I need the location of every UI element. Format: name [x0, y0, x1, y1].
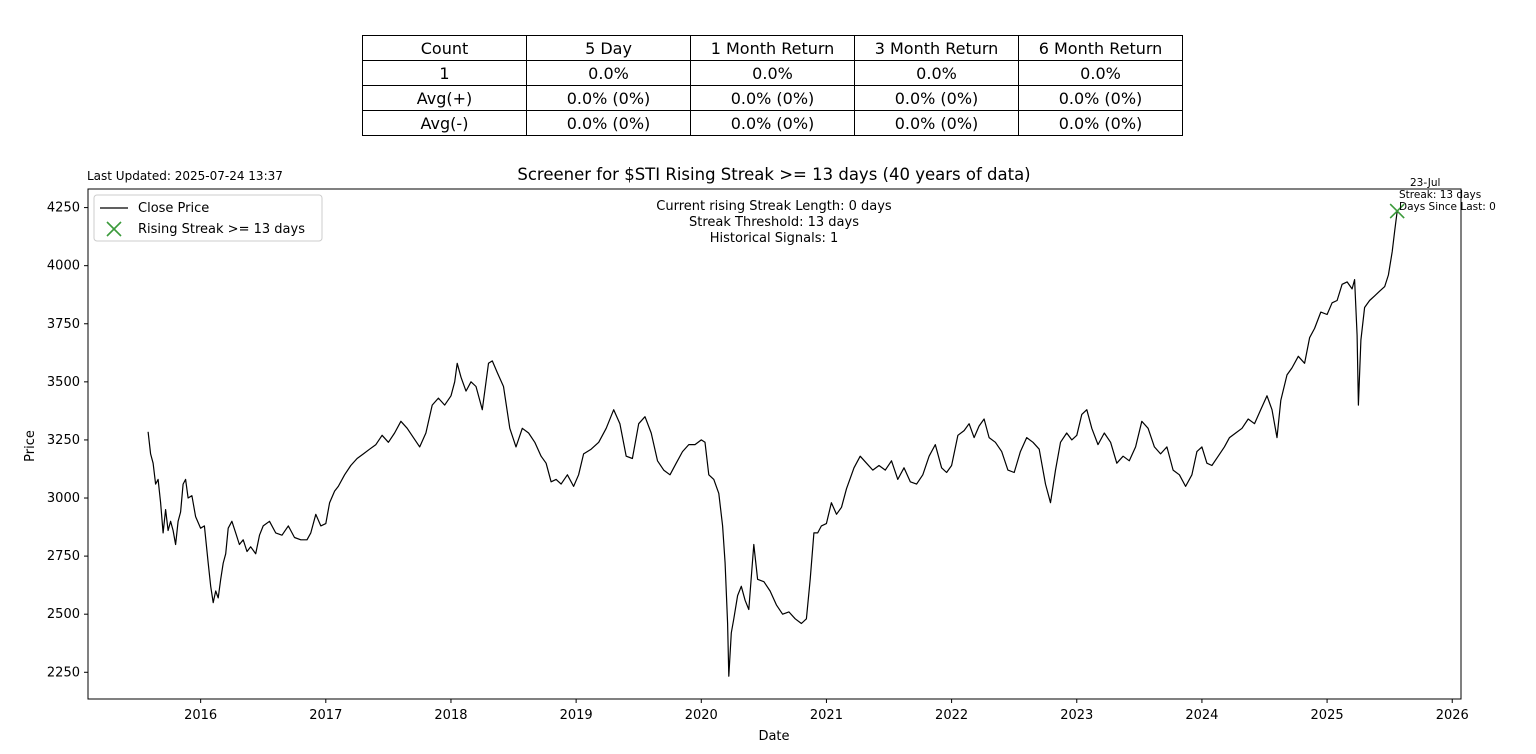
returns-table: Count 5 Day 1 Month Return 3 Month Return 6 … — [362, 35, 1183, 136]
table-cell: 0.0% (0%) — [690, 85, 855, 111]
y-axis-label: Price — [23, 430, 38, 462]
x-tick-label: 2026 — [1436, 708, 1469, 723]
info-line-streak-length: Current rising Streak Length: 0 days — [656, 199, 892, 214]
plot-area-frame — [87, 188, 1462, 700]
table-row: Avg(-) 0.0% (0%) 0.0% (0%) 0.0% (0%) 0.0% (0… — [362, 110, 1183, 136]
table-header-cell: 5 Day — [526, 35, 691, 61]
x-axis-label: Date — [758, 729, 789, 744]
legend-box — [93, 194, 323, 242]
y-tick-label: 2750 — [47, 549, 80, 564]
signal-annotation: 23-Jul Streak: 13 days Days Since Last: … — [1399, 177, 1496, 213]
x-tick-label: 2019 — [560, 708, 593, 723]
table-cell: 0.0% (0%) — [526, 85, 691, 111]
legend-label-close-price: Close Price — [138, 201, 209, 216]
y-tick-label: 2250 — [47, 665, 80, 680]
table-cell: 0.0% (0%) — [854, 110, 1019, 136]
info-line-threshold: Streak Threshold: 13 days — [689, 215, 859, 230]
table-header-cell: 6 Month Return — [1018, 35, 1183, 61]
legend-x-marker-icon — [106, 221, 122, 237]
annotation-date: 23-Jul — [1410, 177, 1440, 189]
table-cell: 0.0% — [526, 60, 691, 86]
x-axis: 2016 2017 2018 2019 2020 2021 2022 2023 2024 2025… — [184, 699, 1469, 723]
y-tick-label: 4250 — [47, 201, 80, 216]
close-price-line — [147, 211, 1398, 677]
x-tick-label: 2022 — [935, 708, 968, 723]
legend: Close Price Rising Streak >= 13 days — [93, 194, 323, 242]
x-tick-label: 2021 — [810, 708, 843, 723]
x-tick-label: 2025 — [1311, 708, 1344, 723]
table-cell: 0.0% (0%) — [1018, 110, 1183, 136]
y-tick-label: 3750 — [47, 317, 80, 332]
legend-x-mark — [106, 221, 122, 237]
info-line-signals: Historical Signals: 1 — [710, 231, 839, 246]
x-tick-label: 2024 — [1185, 708, 1218, 723]
y-axis: 2250 2500 2750 3000 3250 3500 3750 4000 4250 — [47, 201, 88, 680]
x-tick-label: 2017 — [309, 708, 342, 723]
chart-title: Screener for $STI Rising Streak >= 13 da… — [517, 165, 1030, 184]
table-header-cell: 3 Month Return — [854, 35, 1019, 61]
y-tick-label: 2500 — [47, 607, 80, 622]
annotation-streak: Streak: 13 days — [1399, 189, 1481, 201]
signal-x-mark — [1389, 203, 1405, 219]
y-tick-label: 3000 — [47, 491, 80, 506]
table-cell: 0.0% (0%) — [526, 110, 691, 136]
x-tick-label: 2016 — [184, 708, 217, 723]
x-tick-label: 2023 — [1060, 708, 1093, 723]
info-box: Current rising Streak Length: 0 days Str… — [656, 199, 892, 246]
table-cell: 0.0% — [690, 60, 855, 86]
x-tick-label: 2018 — [434, 708, 467, 723]
table-cell: Avg(-) — [362, 110, 527, 136]
y-tick-label: 3500 — [47, 375, 80, 390]
table-row: 1 0.0% 0.0% 0.0% 0.0% — [362, 60, 1183, 86]
table-cell: 0.0% (0%) — [854, 85, 1019, 111]
signal-marker — [1389, 203, 1405, 219]
table-cell: 0.0% (0%) — [690, 110, 855, 136]
annotation-days-since: Days Since Last: 0 — [1399, 201, 1496, 213]
table-header-cell: Count — [362, 35, 527, 61]
x-tick-label: 2020 — [685, 708, 718, 723]
table-header-row: Count 5 Day 1 Month Return 3 Month Return 6 … — [362, 35, 1183, 61]
legend-label-signal: Rising Streak >= 13 days — [138, 222, 305, 237]
y-tick-label: 4000 — [47, 259, 80, 274]
last-updated-label: Last Updated: 2025-07-24 13:37 — [87, 169, 283, 183]
y-tick-label: 3250 — [47, 433, 80, 448]
